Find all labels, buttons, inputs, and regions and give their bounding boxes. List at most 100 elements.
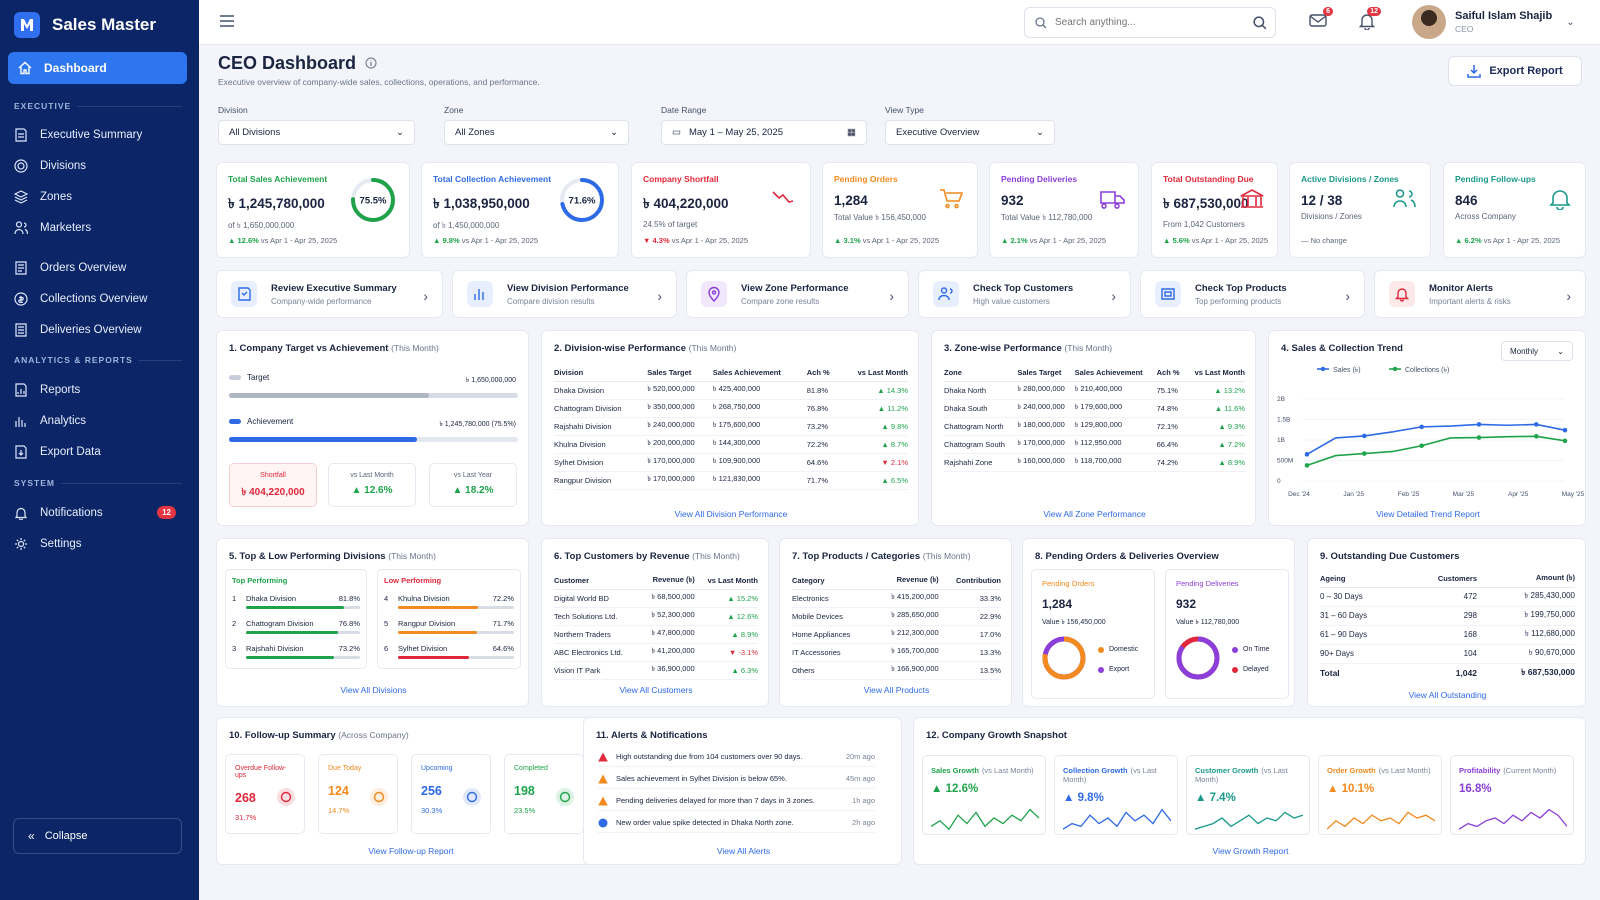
menu-icon[interactable] (219, 14, 235, 28)
mail-button[interactable]: 6 (1309, 7, 1333, 33)
kpi-card-4[interactable]: Pending Orders 1,284 Total Value ৳ 156,450… (822, 162, 978, 258)
search-input[interactable] (1055, 17, 1235, 28)
alert-item[interactable]: New order value spike detected in Dhaka … (598, 813, 875, 833)
sidebar-item-settings[interactable]: Settings (14, 533, 184, 555)
sidebar-item-analytics[interactable]: Analytics (14, 410, 184, 432)
quick-action-2[interactable]: View Division Performance Compare divisio… (452, 270, 677, 318)
info-icon[interactable] (365, 57, 377, 69)
table-row[interactable]: Rangpur Division ৳ 170,000,000 ৳ 121,830,0… (554, 471, 908, 490)
zone-select[interactable]: All Zones ⌄ (444, 120, 629, 145)
followup-tile-3[interactable]: Upcoming 256 30.3% (411, 754, 491, 834)
date-range-picker[interactable]: ▭ May 1 – May 25, 2025 ▦ (661, 120, 867, 145)
kpi-card-3[interactable]: Company Shortfall ৳ 404,220,000 24.5% of t… (631, 162, 811, 258)
table-row[interactable]: Chattogram Division ৳ 350,000,000 ৳ 268,75… (554, 399, 908, 418)
followup-tile-4[interactable]: Completed 198 23.5% (504, 754, 584, 834)
kpi-title: Pending Orders (834, 174, 898, 184)
quick-action-3[interactable]: View Zone Performance Compare zone result… (686, 270, 909, 318)
table-cell: 71.7% (806, 471, 839, 490)
table-row[interactable]: 61 – 90 Days 168 ৳ 112,680,000 (1320, 625, 1575, 645)
division-select[interactable]: All Divisions ⌄ (218, 120, 415, 145)
table-cell: IT Accessories (792, 643, 873, 662)
table-row[interactable]: Rajshahi Division ৳ 240,000,000 ৳ 175,600,… (554, 417, 908, 436)
collapse-button[interactable]: « Collapse (13, 818, 182, 854)
kpi-card-6[interactable]: Total Outstanding Due ৳ 687,530,000 From 1… (1151, 162, 1278, 258)
growth-tile-3[interactable]: Customer Growth (vs Last Month) ▲ 7.4% (1186, 755, 1310, 835)
sidebar-item-marketers[interactable]: Marketers (14, 217, 184, 239)
view-all-products-link[interactable]: View All Products (863, 685, 930, 695)
sidebar-item-deliveries-overview[interactable]: Deliveries Overview (14, 319, 184, 341)
table-row[interactable]: Khulna Division ৳ 200,000,000 ৳ 144,300,00… (554, 435, 908, 454)
table-row[interactable]: Dhaka North ৳ 280,000,000 ৳ 210,400,000 75.… (944, 381, 1245, 400)
search-submit-icon[interactable] (1253, 16, 1267, 30)
followup-tile-2[interactable]: Due Today 124 14.7% (318, 754, 398, 834)
table-row[interactable]: 90+ Days 104 ৳ 90,670,000 (1320, 644, 1575, 664)
view-all-outstanding-link[interactable]: View All Outstanding (1408, 690, 1487, 700)
growth-tile-1[interactable]: Sales Growth (vs Last Month) ▲ 12.6% (922, 755, 1046, 835)
alert-time: 2h ago (852, 818, 875, 827)
kpi-card-7[interactable]: Active Divisions / Zones 12 / 38 Divisions… (1289, 162, 1431, 258)
view-all-alerts-link[interactable]: View All Alerts (716, 846, 771, 856)
period-select[interactable]: Monthly ⌄ (1501, 341, 1573, 361)
table-row[interactable]: Rajshahi Zone ৳ 160,000,000 ৳ 118,700,000 7… (944, 453, 1245, 472)
box-label: Pending Orders (1042, 579, 1095, 588)
view-trend-report-link[interactable]: View Detailed Trend Report (1376, 509, 1480, 519)
alert-item[interactable]: Sales achievement in Sylhet Division is … (598, 769, 875, 789)
quick-action-4[interactable]: Check Top Customers High value customers › (918, 270, 1131, 318)
table-row[interactable]: Dhaka Division ৳ 520,000,000 ৳ 425,400,000… (554, 381, 908, 400)
view-all-divisions-link[interactable]: View All Divisions (340, 685, 407, 695)
table-row[interactable]: Tech Solutions Ltd. ৳ 52,300,000 ▲ 12.6% (554, 607, 758, 626)
table-row[interactable]: Dhaka South ৳ 240,000,000 ৳ 179,600,000 74.… (944, 399, 1245, 418)
table-row[interactable]: Vision IT Park ৳ 36,900,000 ▲ 6.3% (554, 661, 758, 680)
sidebar-item-zones[interactable]: Zones (14, 186, 184, 208)
sidebar-item-dashboard[interactable]: Dashboard (8, 52, 187, 84)
export-report-button[interactable]: Export Report (1448, 56, 1582, 86)
sidebar-item-reports[interactable]: Reports (14, 379, 184, 401)
kpi-card-8[interactable]: Pending Follow-ups 846 Across Company ▲ 6.2… (1443, 162, 1586, 258)
table-row[interactable]: Chattogram South ৳ 170,000,000 ৳ 112,950,0… (944, 435, 1245, 454)
table-row[interactable]: Chattogram North ৳ 180,000,000 ৳ 129,800,0… (944, 417, 1245, 436)
table-row[interactable]: Electronics ৳ 415,200,000 33.3% (792, 589, 1001, 608)
table-row[interactable]: IT Accessories ৳ 165,700,000 13.3% (792, 643, 1001, 662)
view-all-zone-link[interactable]: View All Zone Performance (1043, 509, 1146, 519)
layers-icon (14, 190, 28, 204)
growth-tile-2[interactable]: Collection Growth (vs Last Month) ▲ 9.8% (1054, 755, 1178, 835)
table-row[interactable]: Others ৳ 166,900,000 13.5% (792, 661, 1001, 680)
quick-action-6[interactable]: Monitor Alerts Important alerts & risks › (1374, 270, 1586, 318)
table-row[interactable]: Northern Traders ৳ 47,800,000 ▲ 8.9% (554, 625, 758, 644)
table-row[interactable]: Digital World BD ৳ 68,500,000 ▲ 15.2% (554, 589, 758, 608)
alert-item[interactable]: Pending deliveries delayed for more than… (598, 791, 875, 811)
kpi-card-1[interactable]: Total Sales Achievement ৳ 1,245,780,000 of… (216, 162, 410, 258)
table-row[interactable]: ABC Electronics Ltd. ৳ 41,200,000 ▼ -3.1% (554, 643, 758, 662)
growth-tile-5[interactable]: Profitability (Current Month) 16.8% (1450, 755, 1574, 835)
alert-item[interactable]: High outstanding due from 104 customers … (598, 747, 875, 767)
view-followup-report-link[interactable]: View Follow-up Report (368, 846, 454, 856)
kpi-card-5[interactable]: Pending Deliveries 932 Total Value ৳ 112,7… (989, 162, 1139, 258)
quick-action-1[interactable]: Review Executive Summary Company-wide per… (216, 270, 443, 318)
kpi-card-2[interactable]: Total Collection Achievement ৳ 1,038,950,… (421, 162, 619, 258)
view-growth-report-link[interactable]: View Growth Report (1212, 846, 1289, 856)
sidebar-item-notifications[interactable]: Notifications 12 (14, 502, 184, 524)
view-type-select[interactable]: Executive Overview ⌄ (885, 120, 1055, 145)
table-row[interactable]: 31 – 60 Days 298 ৳ 199,750,000 (1320, 606, 1575, 626)
growth-tile-4[interactable]: Order Growth (vs Last Month) ▲ 10.1% (1318, 755, 1442, 835)
list-label: Top Performing (232, 576, 288, 585)
table-row[interactable]: 0 – 30 Days 472 ৳ 285,430,000 (1320, 587, 1575, 607)
user-menu[interactable]: Saiful Islam Shajib CEO ⌄ (1412, 5, 1575, 39)
sidebar-item-executive-summary[interactable]: Executive Summary (14, 124, 184, 146)
brand[interactable]: Sales Master (0, 0, 199, 50)
table-row[interactable]: Home Appliances ৳ 212,300,000 17.0% (792, 625, 1001, 644)
table-row[interactable]: Mobile Devices ৳ 285,650,000 22.9% (792, 607, 1001, 626)
sidebar-item-divisions[interactable]: Divisions (14, 155, 184, 177)
notifications-button[interactable]: 12 (1358, 7, 1381, 35)
sidebar-item-collections-overview[interactable]: Collections Overview (14, 288, 184, 310)
view-all-division-link[interactable]: View All Division Performance (674, 509, 788, 519)
view-all-customers-link[interactable]: View All Customers (619, 685, 693, 695)
table-row[interactable]: Sylhet Division ৳ 170,000,000 ৳ 109,900,00… (554, 453, 908, 472)
search-bar[interactable] (1024, 7, 1276, 38)
quick-action-5[interactable]: Check Top Products Top performing product… (1140, 270, 1365, 318)
sidebar-item-orders-overview[interactable]: Orders Overview (14, 257, 184, 279)
followup-tile-1[interactable]: Overdue Follow-ups 268 31.7% (225, 754, 305, 834)
sidebar-item-export-data[interactable]: Export Data (14, 441, 184, 463)
division-name: Dhaka Division (246, 594, 297, 603)
column-header: Ach % (806, 365, 839, 382)
